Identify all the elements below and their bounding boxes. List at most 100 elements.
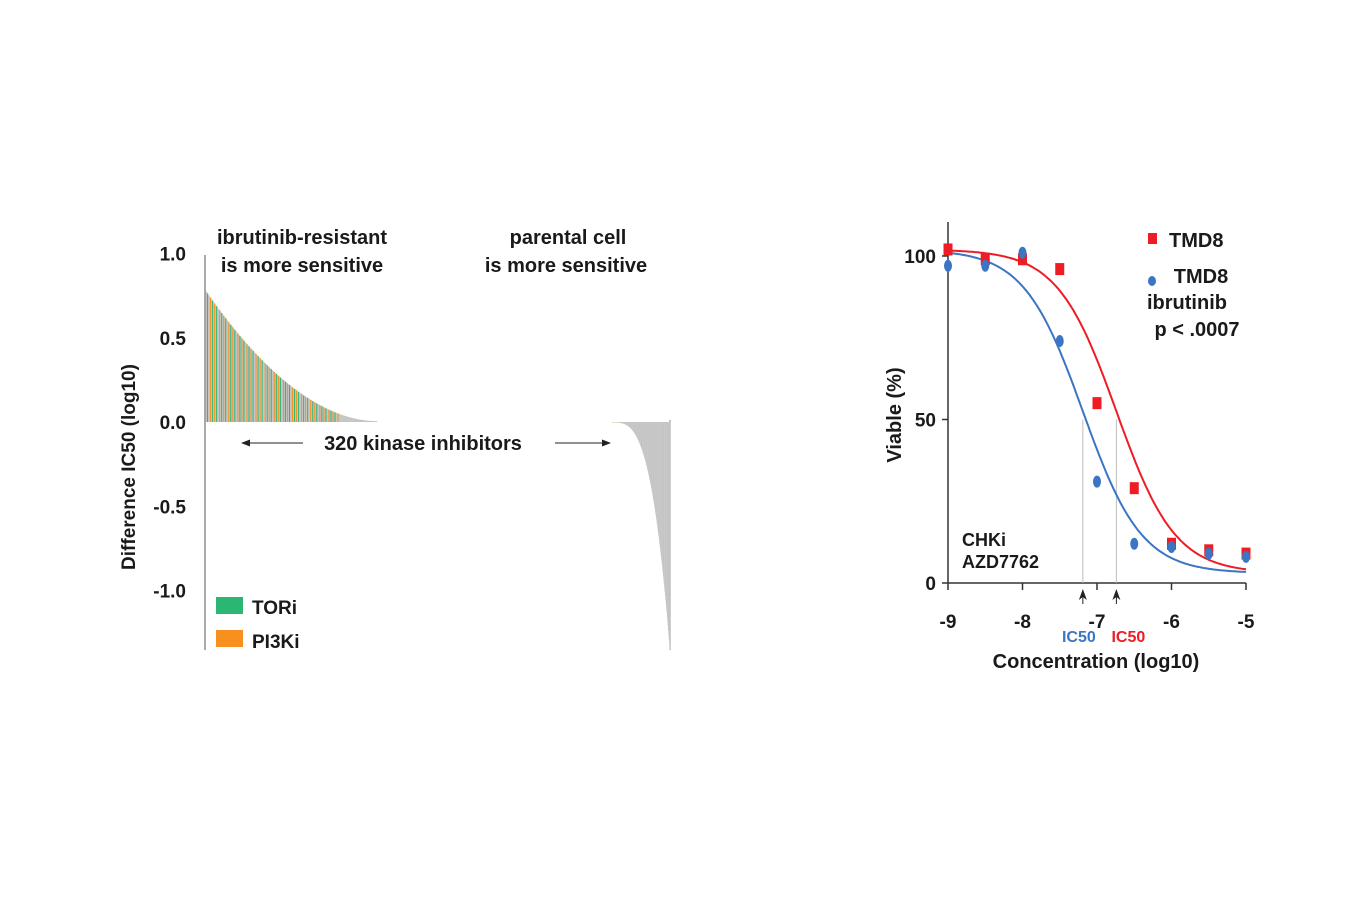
- waterfall-bar: [369, 420, 372, 422]
- waterfall-bar: [634, 422, 635, 433]
- waterfall-bar: [349, 417, 351, 422]
- waterfall-bar: [263, 362, 265, 422]
- legend-swatch-pi3ki: [216, 630, 243, 647]
- waterfall-bar: [225, 318, 227, 422]
- waterfall-bar: [637, 422, 639, 441]
- waterfall-bar: [253, 351, 255, 422]
- waterfall-bar: [630, 422, 632, 429]
- waterfall-bar: [337, 413, 339, 422]
- waterfall-bar: [363, 420, 366, 422]
- waterfall-bar: [648, 422, 650, 477]
- fit-curve: [947, 249, 1247, 571]
- waterfall-bar: [619, 422, 621, 423]
- waterfall-bar: [639, 422, 640, 443]
- waterfall-bar: [617, 422, 619, 423]
- waterfall-bar: [649, 422, 651, 482]
- waterfall-bar: [212, 300, 214, 422]
- waterfall-bar: [278, 376, 281, 422]
- waterfall-bar: [623, 422, 625, 424]
- right-header-line-1: parental cell: [510, 227, 627, 249]
- waterfall-bar: [646, 422, 647, 465]
- waterfall-bar: [356, 419, 358, 422]
- legend-label-tmd8-ibrutinib-1: TMD8: [1174, 266, 1228, 288]
- left-header-line-2: is more sensitive: [221, 255, 383, 277]
- waterfall-bar: [638, 422, 639, 441]
- data-point-tmd8: [980, 253, 990, 266]
- waterfall-bar: [310, 399, 312, 422]
- waterfall-bar: [319, 405, 321, 422]
- waterfall-bar: [323, 407, 325, 422]
- waterfall-bars: [205, 290, 671, 650]
- waterfall-bar: [264, 363, 266, 422]
- waterfall-bar: [300, 393, 302, 422]
- left-arrow-head: [241, 439, 250, 447]
- waterfall-bar: [642, 422, 643, 452]
- waterfall-legend: TORi PI3Ki: [216, 597, 300, 653]
- waterfall-bar: [233, 328, 235, 422]
- waterfall-bar: [334, 412, 336, 422]
- waterfall-bar: [643, 422, 644, 455]
- waterfall-bar: [328, 409, 330, 422]
- waterfall-bar: [643, 422, 645, 457]
- waterfall-bar: [655, 422, 656, 514]
- waterfall-bar: [213, 302, 215, 422]
- waterfall-bar: [232, 327, 234, 422]
- waterfall-y-ticks: 1.0 0.5 0.0 -0.5 -1.0: [153, 245, 186, 603]
- waterfall-bar: [215, 304, 217, 422]
- waterfall-bar: [372, 421, 375, 422]
- waterfall-bar: [668, 422, 670, 640]
- waterfall-bar: [224, 317, 226, 422]
- waterfall-bar: [627, 422, 628, 426]
- waterfall-bar: [624, 422, 626, 425]
- waterfall-bar: [612, 422, 613, 423]
- waterfall-bar: [259, 358, 261, 422]
- waterfall-bar: [258, 357, 260, 422]
- waterfall-bar: [635, 422, 637, 436]
- waterfall-bar: [321, 406, 323, 422]
- waterfall-bar: [335, 412, 337, 422]
- waterfall-bar: [639, 422, 641, 445]
- waterfall-bar: [251, 349, 253, 422]
- waterfall-bar: [309, 399, 311, 422]
- waterfall-bar: [341, 414, 343, 422]
- waterfall-bar: [638, 422, 640, 442]
- waterfall-bar: [287, 384, 290, 422]
- waterfall-bar: [616, 422, 617, 423]
- waterfall-bar: [307, 398, 309, 422]
- waterfall-bar: [660, 422, 662, 556]
- waterfall-bar: [256, 355, 258, 422]
- waterfall-bar: [235, 331, 237, 422]
- waterfall-bar: [370, 420, 373, 422]
- waterfall-bar: [277, 375, 280, 422]
- waterfall-bar: [339, 414, 341, 422]
- waterfall-bar: [243, 340, 245, 422]
- waterfall-bar: [629, 422, 631, 428]
- waterfall-bar: [245, 342, 247, 422]
- waterfall-bar: [659, 422, 661, 549]
- waterfall-bar: [622, 422, 624, 424]
- waterfall-bar: [301, 393, 303, 422]
- waterfall-bar: [306, 397, 308, 422]
- waterfall-bar: [371, 421, 374, 422]
- concentration-x-tick-label: -6: [1163, 612, 1180, 633]
- waterfall-bar: [628, 422, 630, 427]
- waterfall-bar: [651, 422, 653, 491]
- waterfall-bar: [645, 422, 646, 462]
- waterfall-y-tick-label: -0.5: [153, 497, 186, 518]
- waterfall-y-tick-label: -1.0: [153, 582, 186, 603]
- legend-marker-tmd8: [1148, 233, 1157, 244]
- waterfall-bar: [304, 396, 306, 422]
- waterfall-bar: [299, 392, 301, 422]
- waterfall-bar: [656, 422, 657, 519]
- waterfall-y-tick-label: 1.0: [160, 245, 186, 266]
- waterfall-bar: [653, 422, 654, 502]
- waterfall-bar: [625, 422, 627, 425]
- waterfall-bar: [613, 422, 615, 423]
- waterfall-bar: [228, 322, 230, 422]
- waterfall-bar: [658, 422, 659, 534]
- waterfall-bar: [627, 422, 629, 426]
- waterfall-bar: [632, 422, 634, 431]
- waterfall-bar: [659, 422, 661, 546]
- waterfall-bar: [668, 422, 669, 631]
